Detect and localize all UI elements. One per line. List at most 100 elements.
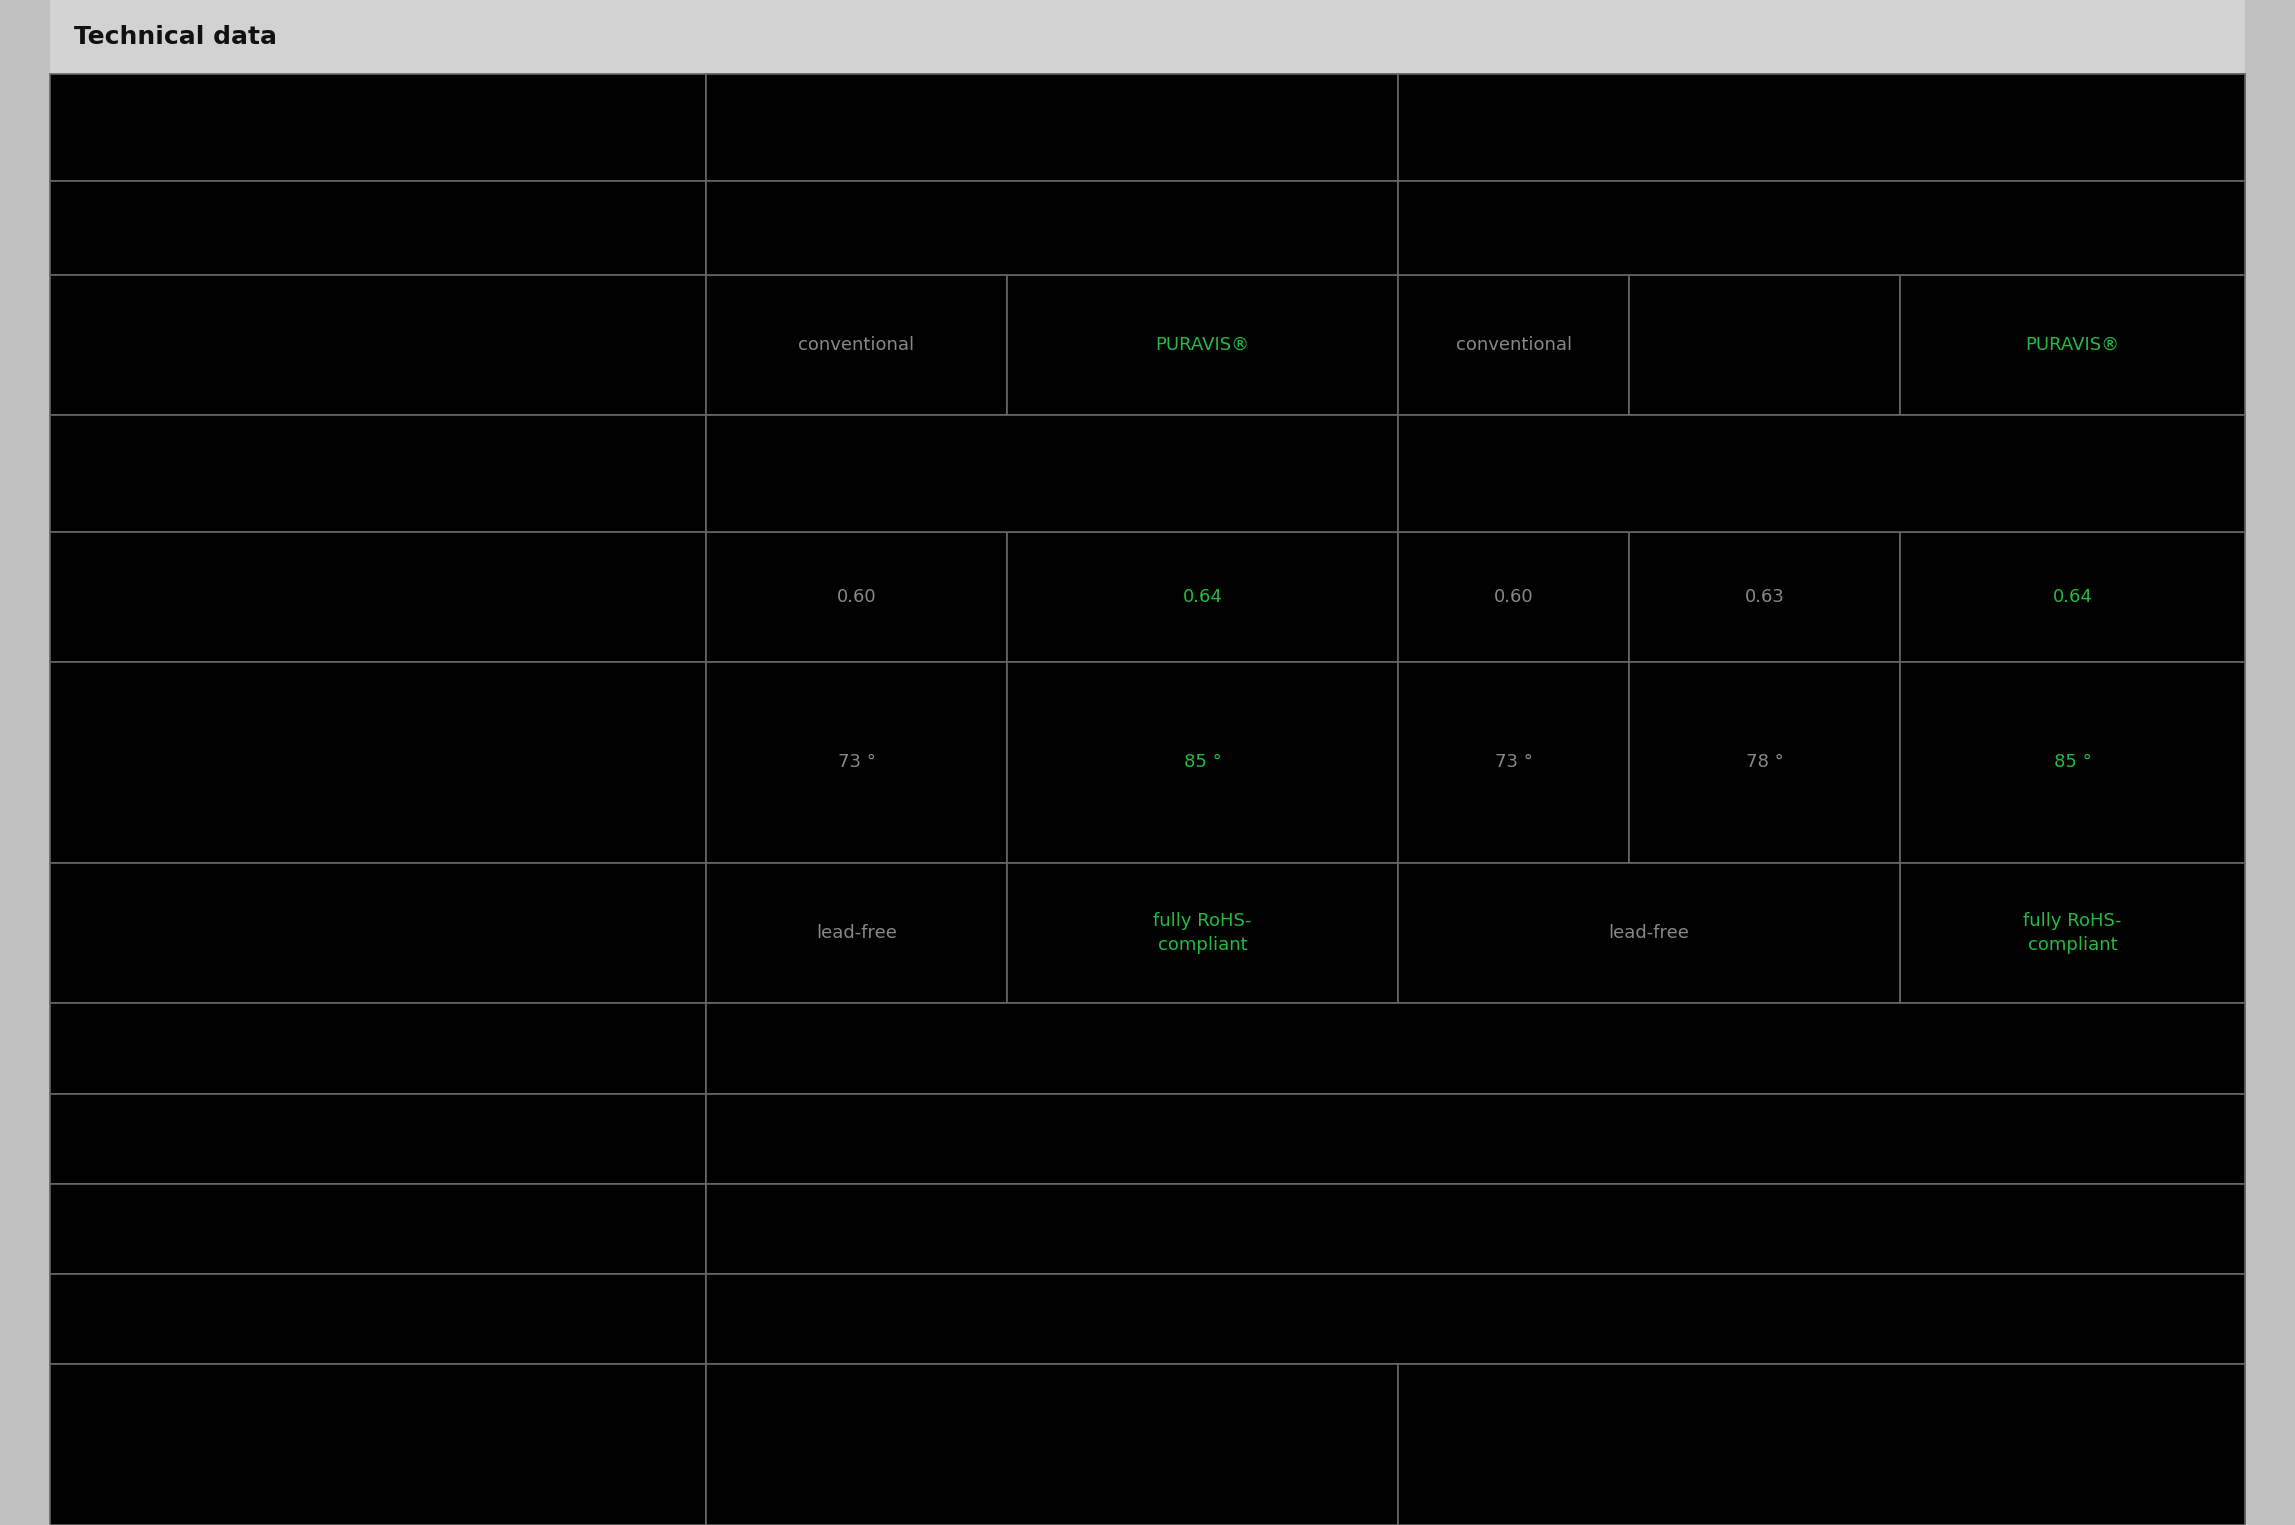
Bar — [1398, 863, 1629, 1003]
Bar — [1900, 1093, 2245, 1183]
Text: 78 °: 78 ° — [1746, 753, 1783, 772]
Bar — [1629, 662, 1900, 863]
Bar — [707, 1093, 2245, 1183]
Bar — [1900, 274, 2245, 415]
Bar — [50, 180, 707, 274]
Text: 0.60: 0.60 — [838, 589, 877, 605]
Bar — [1398, 75, 1629, 180]
Bar — [1398, 532, 1629, 662]
Bar — [1008, 415, 1398, 532]
Bar — [1398, 180, 1629, 274]
Bar — [1900, 1275, 2245, 1365]
Bar — [707, 415, 1008, 532]
Bar — [1629, 863, 1900, 1003]
Bar — [1008, 180, 1398, 274]
Text: 73 °: 73 ° — [838, 753, 874, 772]
Text: 0.60: 0.60 — [1494, 589, 1533, 605]
Bar — [1398, 75, 2245, 180]
Bar — [1900, 1003, 2245, 1093]
Bar — [707, 1183, 1008, 1275]
Bar — [1398, 1275, 1629, 1365]
Bar — [1008, 863, 1398, 1003]
Bar — [707, 1365, 1008, 1525]
Text: 0.64: 0.64 — [1182, 589, 1223, 605]
Bar — [1900, 863, 2245, 1003]
Bar — [1900, 662, 2245, 863]
Bar — [50, 1003, 707, 1093]
Bar — [1900, 180, 2245, 274]
Bar — [1008, 1003, 1398, 1093]
Bar — [1398, 1093, 1629, 1183]
Bar — [1629, 274, 1900, 415]
Bar — [50, 1093, 707, 1183]
Bar — [1398, 662, 1629, 863]
Bar — [1008, 662, 1398, 863]
Bar — [1008, 1183, 1398, 1275]
Bar — [1900, 75, 2245, 180]
Bar — [1008, 1275, 1398, 1365]
Bar — [1008, 1093, 1398, 1183]
Bar — [707, 75, 1398, 180]
Text: fully RoHS-
compliant: fully RoHS- compliant — [2024, 912, 2121, 953]
Bar — [1398, 180, 2245, 274]
Bar — [50, 1275, 707, 1365]
Bar — [50, 863, 707, 1003]
Text: 85 °: 85 ° — [1184, 753, 1221, 772]
Bar — [50, 1183, 707, 1275]
Bar — [707, 532, 1008, 662]
Text: 73 °: 73 ° — [1494, 753, 1533, 772]
Text: conventional: conventional — [1455, 336, 1572, 354]
Bar — [1398, 1365, 2245, 1525]
Bar — [1398, 863, 1900, 1003]
Bar — [1629, 1183, 1900, 1275]
Text: conventional: conventional — [799, 336, 916, 354]
Bar — [1629, 532, 1900, 662]
Bar — [1008, 75, 1398, 180]
Text: 85 °: 85 ° — [2054, 753, 2091, 772]
Bar — [707, 1003, 1008, 1093]
Bar — [1398, 1003, 1629, 1093]
Bar — [707, 415, 1398, 532]
Bar — [1398, 415, 2245, 532]
Bar — [1008, 1365, 1398, 1525]
Bar — [1398, 274, 1629, 415]
Bar — [50, 532, 707, 662]
Text: PURAVIS®: PURAVIS® — [1157, 336, 1251, 354]
Bar — [1900, 1183, 2245, 1275]
Bar — [1900, 415, 2245, 532]
Bar — [707, 1183, 2245, 1275]
Text: lead-free: lead-free — [1609, 924, 1689, 942]
Bar — [707, 1003, 2245, 1093]
Bar — [1629, 180, 1900, 274]
Bar — [707, 1275, 1008, 1365]
Bar — [50, 662, 707, 863]
Bar — [707, 180, 1008, 274]
Bar — [707, 1093, 1008, 1183]
Bar — [1629, 415, 1900, 532]
Text: fully RoHS-
compliant: fully RoHS- compliant — [1154, 912, 1251, 953]
Bar — [50, 274, 707, 415]
Bar — [1629, 1365, 1900, 1525]
Bar — [1629, 1275, 1900, 1365]
Text: PURAVIS®: PURAVIS® — [2026, 336, 2121, 354]
Text: Technical data: Technical data — [73, 24, 278, 49]
Bar — [707, 180, 1398, 274]
Bar — [1008, 532, 1398, 662]
Bar — [50, 0, 2245, 75]
Bar — [1900, 1365, 2245, 1525]
Bar — [50, 1365, 707, 1525]
Bar — [707, 274, 1008, 415]
Bar — [1900, 532, 2245, 662]
Bar — [1629, 1003, 1900, 1093]
Bar — [50, 75, 707, 180]
Bar — [707, 75, 1008, 180]
Bar — [707, 863, 1008, 1003]
Bar — [707, 1275, 2245, 1365]
Bar — [1398, 1365, 1629, 1525]
Bar — [707, 662, 1008, 863]
Bar — [1398, 1183, 1629, 1275]
Text: lead-free: lead-free — [817, 924, 897, 942]
Text: 0.63: 0.63 — [1744, 589, 1786, 605]
Bar — [1629, 75, 1900, 180]
Text: 0.64: 0.64 — [2052, 589, 2093, 605]
